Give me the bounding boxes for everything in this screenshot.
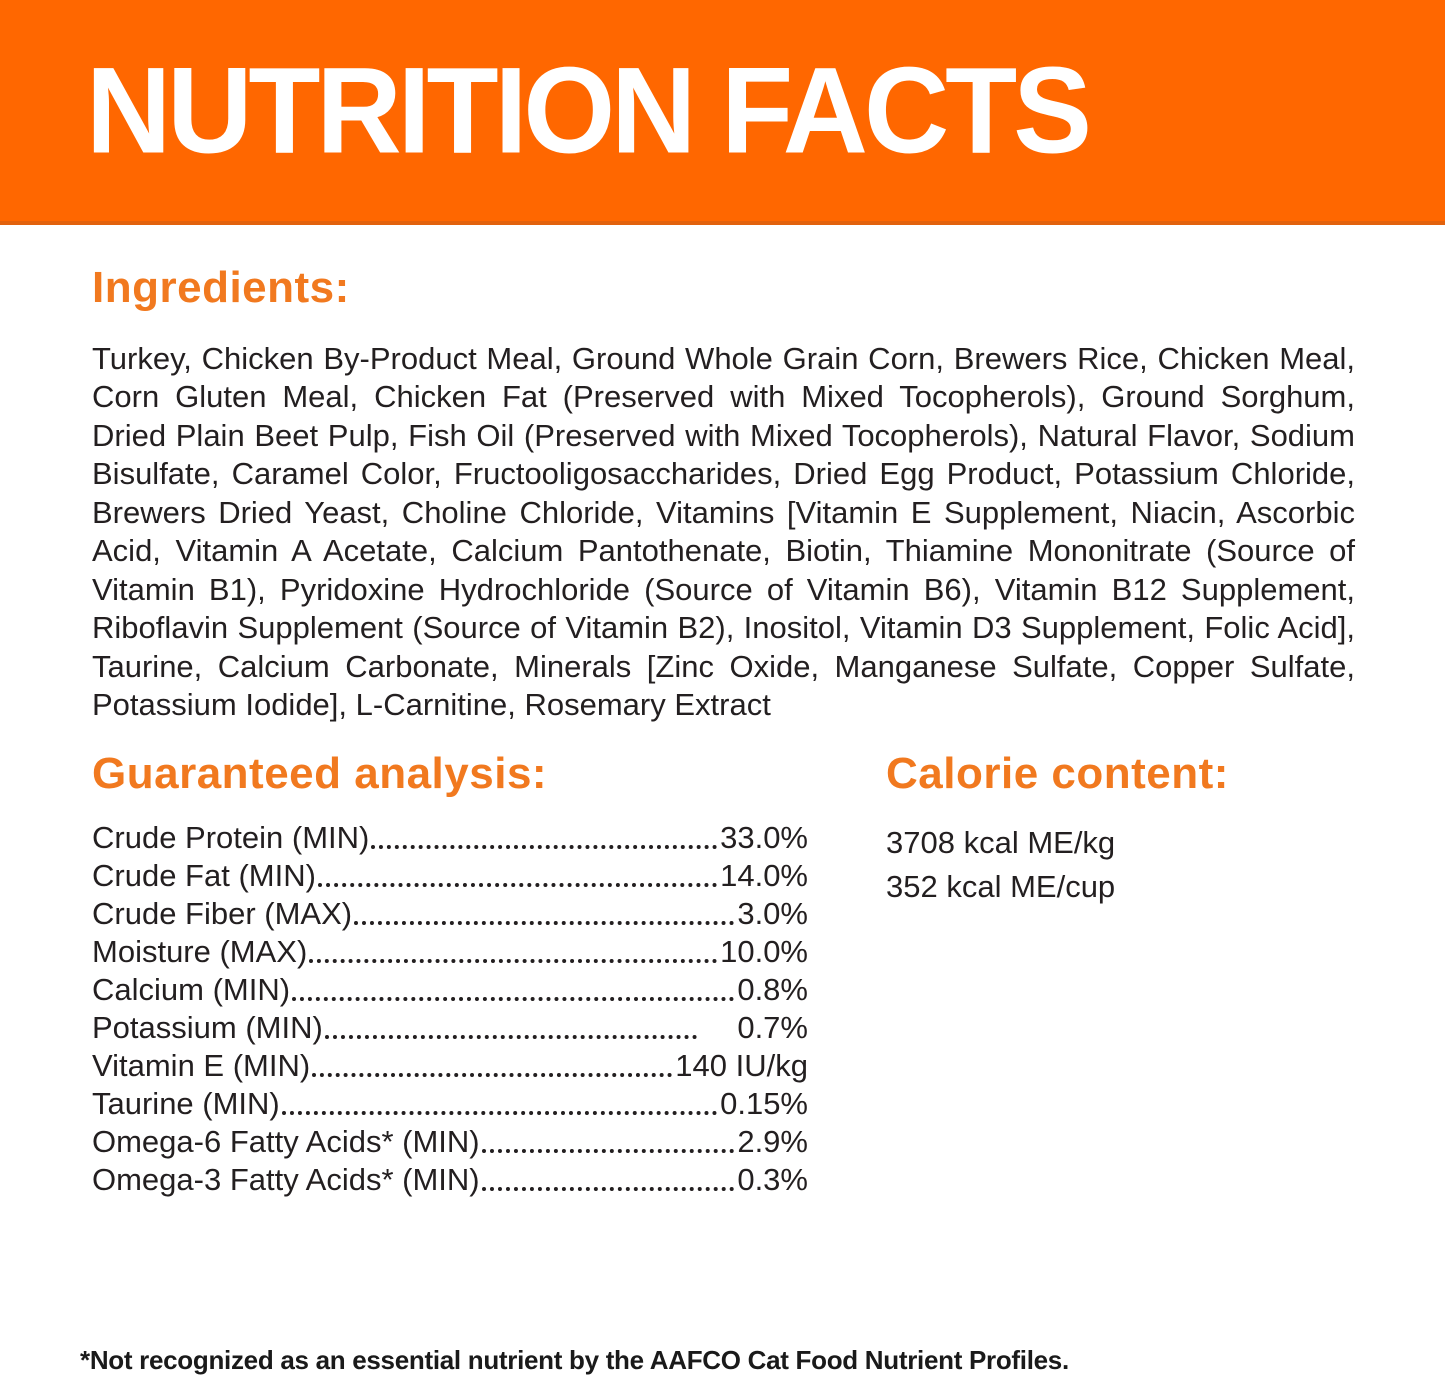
guaranteed-analysis-list: Crude Protein (MIN) 33.0% Crude Fat (MIN…: [92, 819, 808, 1199]
analysis-label: Omega-3 Fatty Acids* (MIN): [92, 1162, 480, 1198]
analysis-row: Taurine (MIN) 0.15%: [92, 1085, 808, 1123]
analysis-row: Calcium (MIN) 0.8%: [92, 971, 808, 1009]
page-title: NUTRITION FACTS: [86, 41, 1092, 180]
dotted-leader: [324, 1009, 698, 1040]
analysis-row: Crude Fiber (MAX) 3.0%: [92, 895, 808, 933]
analysis-value: 0.3%: [737, 1162, 808, 1198]
analysis-value: 14.0%: [720, 858, 808, 894]
dotted-leader: [281, 1085, 718, 1116]
analysis-label: Potassium (MIN): [92, 1010, 323, 1046]
dotted-leader: [354, 895, 735, 926]
analysis-label: Taurine (MIN): [92, 1086, 280, 1122]
analysis-value: 3.0%: [737, 896, 808, 932]
calorie-lines: 3708 kcal ME/kg 352 kcal ME/cup: [886, 821, 1355, 909]
analysis-row: Omega-6 Fatty Acids* (MIN) 2.9%: [92, 1123, 808, 1161]
ingredients-heading: Ingredients:: [92, 263, 350, 312]
analysis-label: Crude Fat (MIN): [92, 858, 316, 894]
calorie-line-kg: 3708 kcal ME/kg: [886, 825, 1116, 861]
analysis-row: Crude Protein (MIN) 33.0%: [92, 819, 808, 857]
analysis-value: 10.0%: [720, 934, 808, 970]
analysis-value: 33.0%: [720, 820, 808, 856]
analysis-label: Calcium (MIN): [92, 972, 291, 1008]
dotted-leader: [292, 971, 735, 1002]
analysis-value: 0.15%: [720, 1086, 808, 1122]
dotted-leader: [481, 1123, 735, 1154]
header-banner: NUTRITION FACTS: [0, 0, 1445, 225]
dotted-leader: [481, 1161, 735, 1192]
analysis-row: Potassium (MIN) 0.7%: [92, 1009, 808, 1047]
analysis-value: 0.8%: [737, 972, 808, 1008]
dotted-leader: [317, 857, 718, 888]
analysis-calorie-columns: Guaranteed analysis: Crude Protein (MIN)…: [92, 749, 1355, 1200]
dotted-leader: [312, 1047, 673, 1078]
calorie-content-heading: Calorie content:: [886, 748, 1229, 798]
calorie-line-cup: 352 kcal ME/cup: [886, 869, 1116, 905]
aafco-footnote: *Not recognized as an essential nutrient…: [80, 1345, 1069, 1375]
analysis-label: Vitamin E (MIN): [92, 1048, 311, 1084]
analysis-value: 140 IU/kg: [675, 1048, 808, 1084]
analysis-label: Crude Protein (MIN): [92, 820, 370, 856]
guaranteed-analysis-heading: Guaranteed analysis:: [92, 748, 548, 798]
ingredients-section: Ingredients: Turkey, Chicken By-Product …: [92, 263, 1355, 725]
guaranteed-analysis-section: Guaranteed analysis: Crude Protein (MIN)…: [92, 749, 808, 1200]
ingredients-text: Turkey, Chicken By-Product Meal, Ground …: [92, 340, 1355, 723]
label-content: Ingredients: Turkey, Chicken By-Product …: [0, 225, 1445, 1199]
dotted-leader: [309, 933, 718, 964]
calorie-content-section: Calorie content: 3708 kcal ME/kg 352 kca…: [886, 749, 1355, 1200]
analysis-row: Crude Fat (MIN) 14.0%: [92, 857, 808, 895]
analysis-label: Omega-6 Fatty Acids* (MIN): [92, 1124, 480, 1160]
dotted-leader: [371, 819, 718, 850]
analysis-row: Omega-3 Fatty Acids* (MIN) 0.3%: [92, 1161, 808, 1199]
analysis-row: Moisture (MAX) 10.0%: [92, 933, 808, 971]
analysis-label: Moisture (MAX): [92, 934, 308, 970]
analysis-value: 0.7%: [737, 1010, 808, 1046]
analysis-label: Crude Fiber (MAX): [92, 896, 353, 932]
analysis-value: 2.9%: [737, 1124, 808, 1160]
analysis-row: Vitamin E (MIN) 140 IU/kg: [92, 1047, 808, 1085]
